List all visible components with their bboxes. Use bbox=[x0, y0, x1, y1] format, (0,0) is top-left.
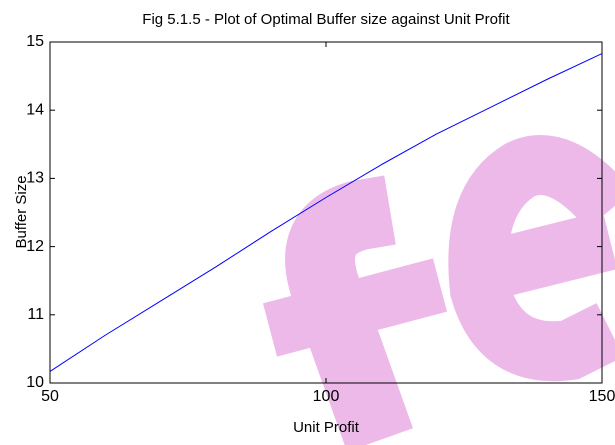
watermark bbox=[262, 135, 615, 445]
data-line bbox=[49, 53, 603, 372]
y-tick-label: 14 bbox=[26, 101, 44, 118]
x-tick-label: 50 bbox=[41, 388, 59, 405]
x-tick-label: 150 bbox=[589, 388, 615, 405]
y-tick-label: 11 bbox=[27, 306, 44, 323]
x-tick-label: 100 bbox=[313, 388, 340, 405]
watermark-f-bar bbox=[262, 258, 448, 357]
y-tick-label: 13 bbox=[26, 170, 44, 187]
y-tick-label: 15 bbox=[26, 33, 44, 50]
y-axis-label: Buffer Size bbox=[13, 175, 30, 248]
x-axis-label: Unit Profit bbox=[293, 419, 360, 436]
chart-title: Fig 5.1.5 - Plot of Optimal Buffer size … bbox=[142, 11, 510, 28]
y-tick-label: 10 bbox=[26, 374, 44, 391]
y-tick-label: 12 bbox=[26, 238, 44, 255]
watermark-e bbox=[448, 135, 615, 382]
